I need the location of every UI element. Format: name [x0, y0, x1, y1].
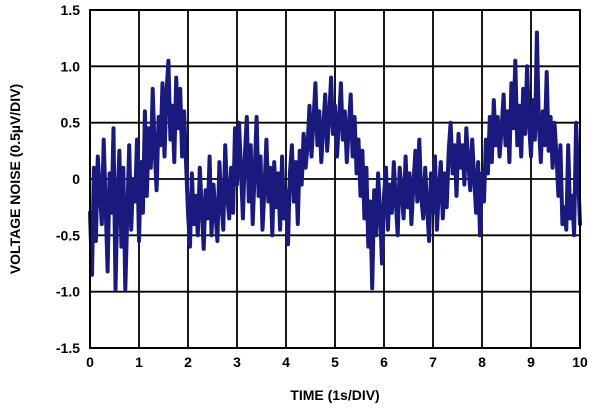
- x-tick-label: 1: [135, 354, 143, 370]
- y-tick-label: 1.0: [61, 58, 81, 74]
- x-tick-label: 0: [86, 354, 94, 370]
- x-axis-label: TIME (1s/DIV): [290, 387, 379, 403]
- x-tick-label: 9: [527, 354, 535, 370]
- y-tick-label: -0.5: [56, 227, 80, 243]
- x-tick-label: 10: [572, 354, 588, 370]
- y-tick-label: 0.5: [61, 115, 81, 131]
- x-tick-label: 4: [282, 354, 290, 370]
- series-layer: [88, 30, 582, 292]
- x-tick-label: 3: [233, 354, 241, 370]
- noise-trace: [88, 30, 582, 292]
- y-tick-label: -1.5: [56, 340, 80, 356]
- y-tick-label: 1.5: [61, 2, 81, 18]
- x-tick-labels: 0 1 2 3 4 5 6 7 8 9 10: [86, 354, 588, 370]
- y-tick-label: -1.0: [56, 284, 80, 300]
- y-axis-label: VOLTAGE NOISE (0.5µV/DIV): [7, 84, 23, 274]
- plot-frame: [89, 9, 581, 349]
- y-tick-labels: 1.5 1.0 0.5 0 -0.5 -1.0 -1.5: [56, 2, 80, 356]
- y-tick-label: 0: [72, 171, 80, 187]
- grid: [89, 9, 581, 349]
- x-tick-label: 6: [380, 354, 388, 370]
- x-tick-label: 2: [184, 354, 192, 370]
- x-tick-label: 7: [429, 354, 437, 370]
- x-tick-label: 5: [331, 354, 339, 370]
- x-tick-label: 8: [478, 354, 486, 370]
